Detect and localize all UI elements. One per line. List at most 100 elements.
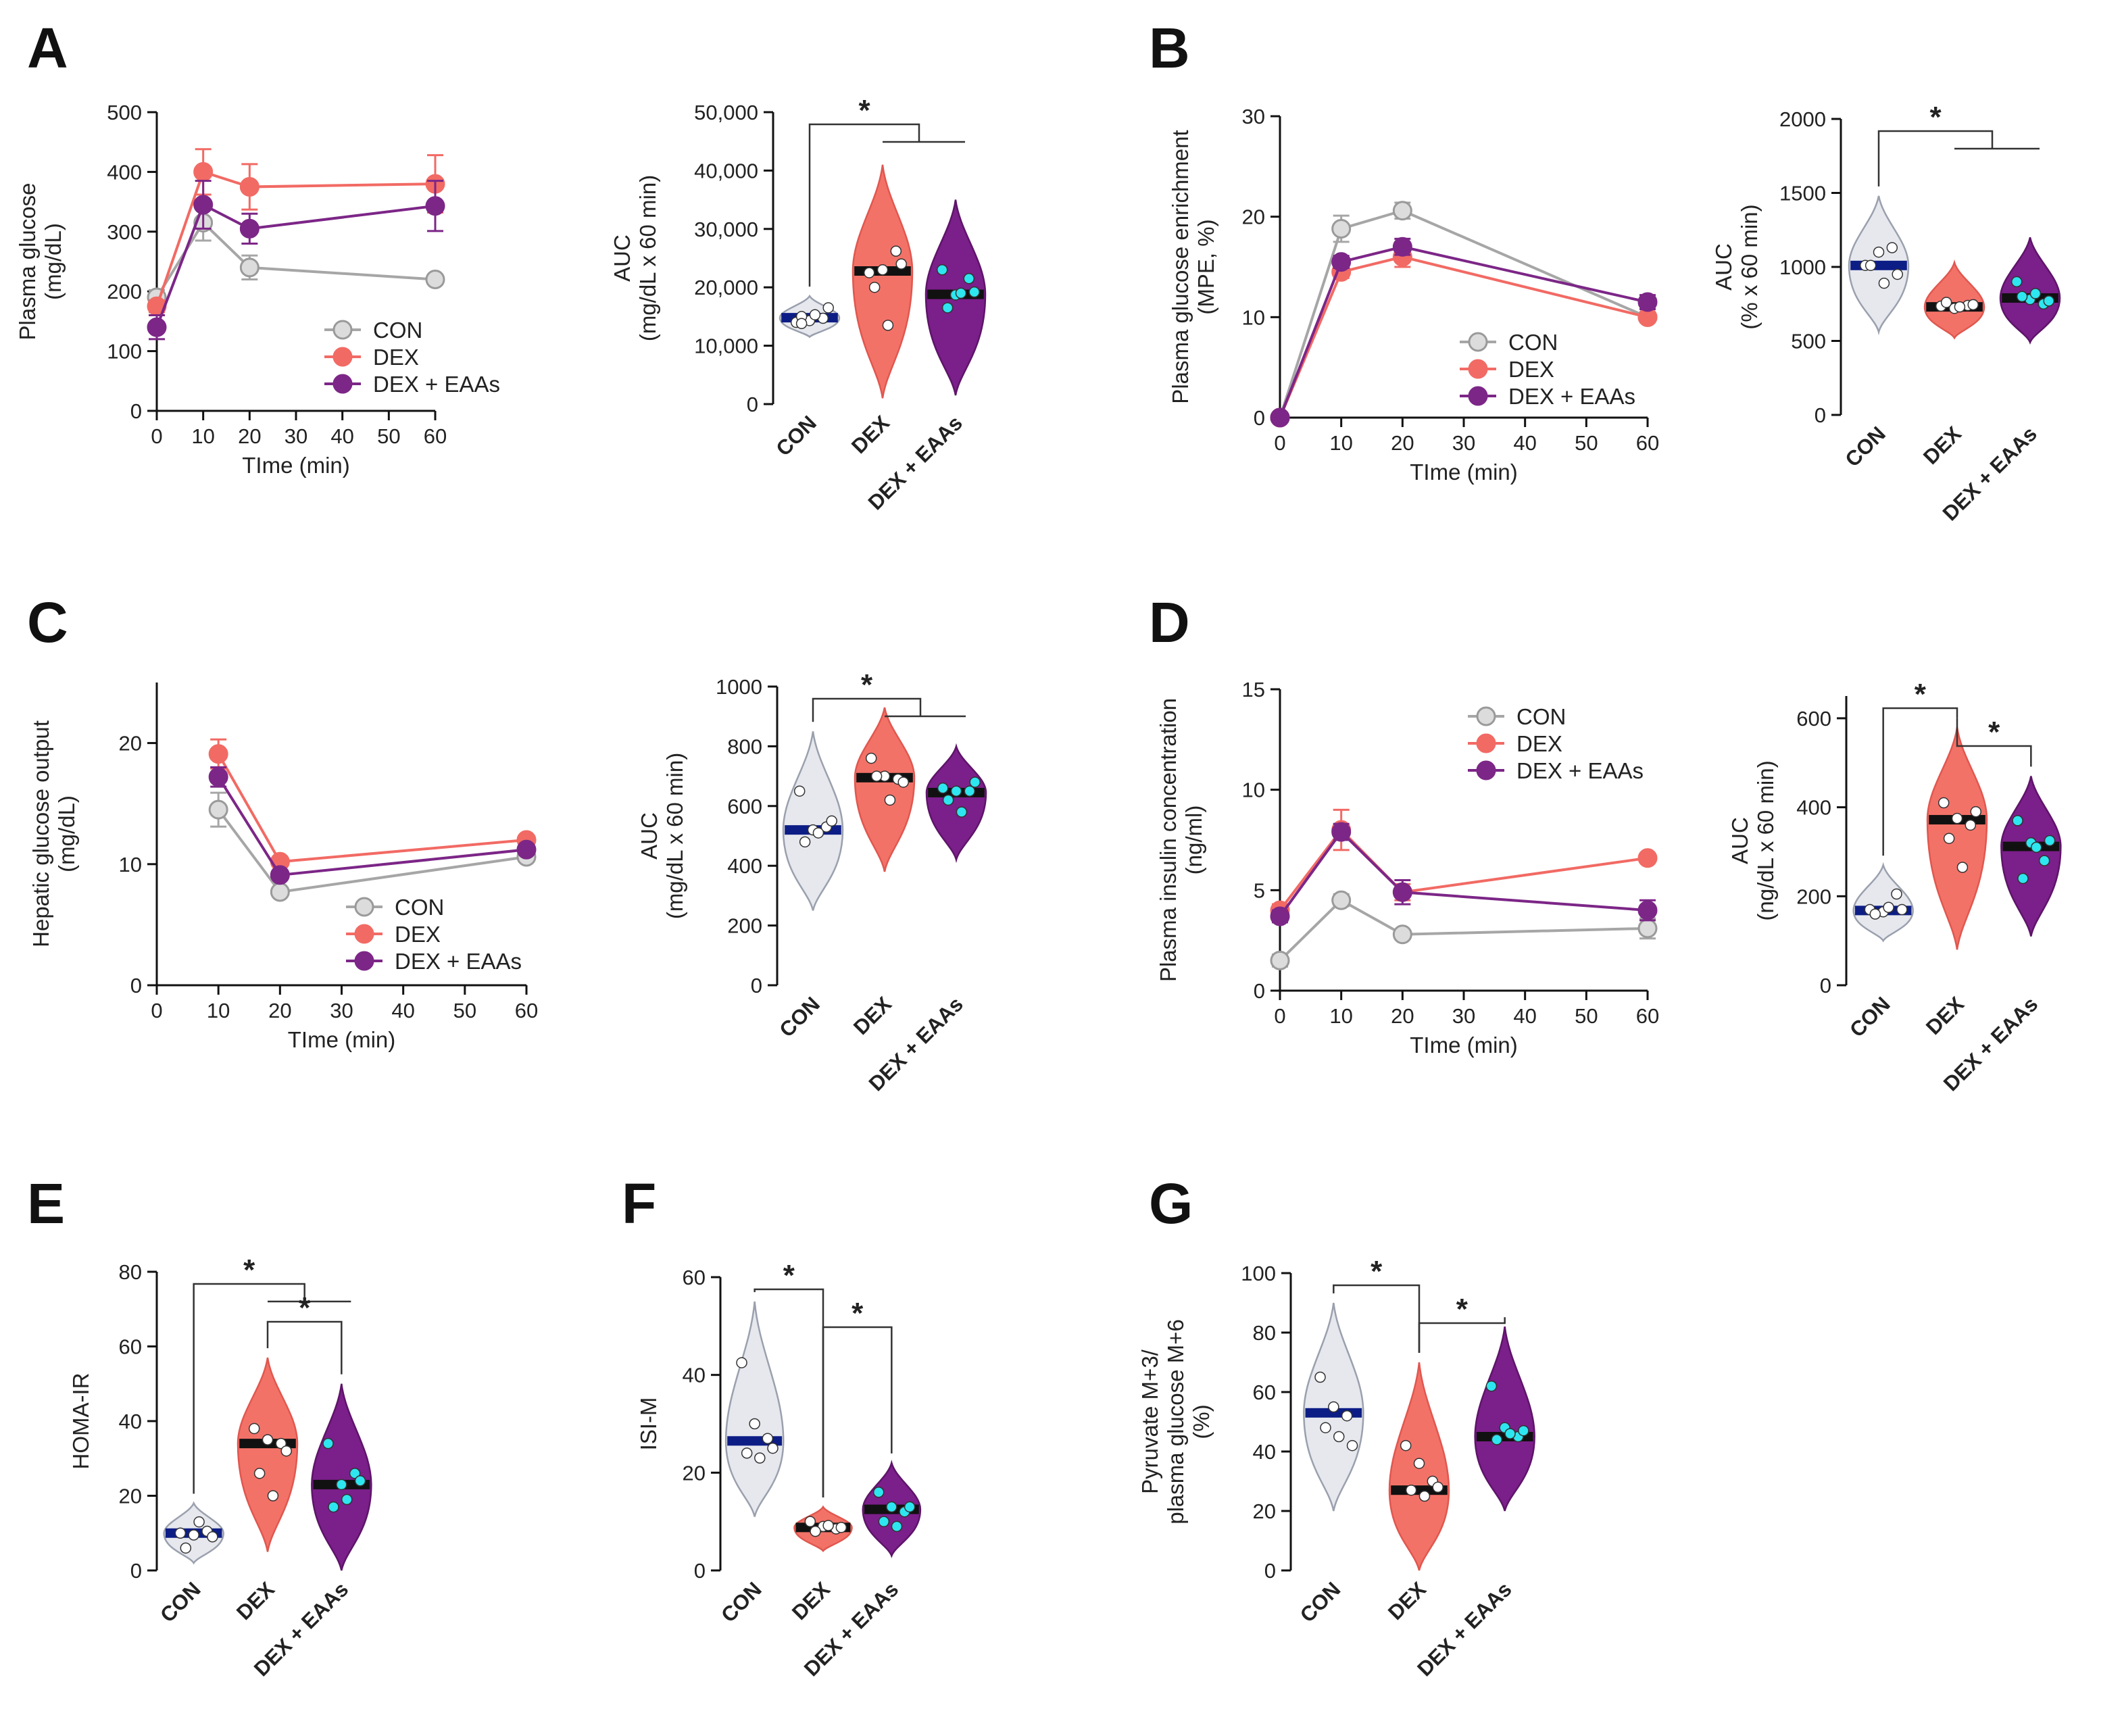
- data-point: [1956, 862, 1969, 873]
- category-label: DEX: [847, 411, 894, 458]
- data-point: [349, 1468, 361, 1479]
- data-point: [950, 785, 962, 797]
- significance-bracket: [1333, 1284, 1421, 1353]
- y-tick-label: 600: [1796, 707, 1831, 730]
- y-axis-title-line: (mg/dL x 60 min): [662, 753, 687, 919]
- y-axis-title-line: Plasma glucose: [15, 183, 40, 341]
- x-tick-label: 30: [285, 424, 307, 448]
- data-point: [895, 258, 907, 270]
- x-tick-label: 60: [515, 999, 538, 1022]
- data-point: [1869, 908, 1881, 920]
- y-tick-label: 15: [1242, 678, 1265, 701]
- data-point: [267, 1490, 279, 1502]
- data-point: [754, 1452, 766, 1464]
- data-point: [1331, 822, 1352, 842]
- category-label: DEX: [1921, 992, 1969, 1039]
- data-point: [890, 245, 902, 257]
- line-chart-C: 0 10 20 Hepatic glucose output (mg/dL) 0 10 20 3…: [28, 683, 538, 1052]
- data-point: [1940, 297, 1952, 308]
- data-point: [1970, 805, 1981, 818]
- y-axis-title: Hepatic glucose output (mg/dL): [28, 720, 79, 947]
- y-tick-label: 0: [747, 393, 758, 416]
- data-point: [1392, 201, 1412, 221]
- y-tick-label: 0: [130, 1559, 142, 1583]
- data-point: [1331, 219, 1352, 239]
- data-point: [741, 1447, 753, 1459]
- data-point: [1418, 1490, 1431, 1502]
- legend-label: DEX + EAAs: [395, 949, 522, 974]
- data-point: [884, 794, 896, 806]
- data-point: [1491, 1434, 1503, 1445]
- y-axis-title-line: (MPE, %): [1193, 219, 1218, 314]
- data-point: [208, 799, 228, 820]
- violin-body: [1923, 259, 1985, 340]
- category-label: DEX: [1919, 422, 1966, 469]
- data-point: [793, 785, 806, 797]
- significance-bracket: [266, 1320, 343, 1374]
- x-axis-title: TIme (min): [1410, 460, 1518, 485]
- data-point: [1328, 1401, 1339, 1413]
- data-point: [180, 1542, 192, 1554]
- data-point: [878, 1516, 890, 1527]
- data-point: [1637, 918, 1658, 939]
- y-axis-title-line: (mg/dL): [41, 223, 66, 300]
- y-tick-label: 500: [1791, 330, 1826, 353]
- line-chart-A: 0 100 200 300 400 500 Plasma glucose (mg/dL) 0 10…: [15, 101, 500, 478]
- violin-body: [854, 707, 916, 872]
- x-tick-label: 50: [453, 999, 476, 1022]
- data-point: [188, 1529, 199, 1541]
- legend-label: DEX + EAAs: [1508, 384, 1635, 409]
- data-point: [336, 1479, 347, 1491]
- data-point: [795, 318, 808, 330]
- panel-letter-A: A: [27, 16, 68, 80]
- data-point: [341, 1493, 353, 1506]
- data-point: [270, 865, 290, 885]
- legend-label: CON: [1516, 704, 1566, 729]
- legend-label: CON: [373, 318, 422, 343]
- line-chart-B: 0 10 20 30 Plasma glucose enrichment (MPE, %)…: [1168, 105, 1659, 485]
- y-tick-label: 800: [727, 735, 762, 758]
- y-axis-title-line: HOMA-IR: [68, 1373, 93, 1470]
- violin-chart-C: 0 200 400 600 800 1000 AUC (mg/dL x 60 min) CON D…: [637, 668, 987, 1095]
- data-point: [1270, 906, 1290, 926]
- violin-body: [724, 1301, 785, 1517]
- legend-label: DEX: [1516, 731, 1562, 756]
- y-axis-title-line: ISI-M: [636, 1397, 661, 1451]
- significance-bracket: [1418, 1317, 1506, 1353]
- panel-letter-B: B: [1149, 16, 1190, 80]
- series-line: [1279, 245, 1648, 418]
- x-tick-label: 10: [191, 424, 214, 448]
- y-tick-label: 0: [1254, 979, 1265, 1003]
- y-tick-label: 100: [1241, 1262, 1276, 1285]
- violin-body: [311, 1383, 372, 1571]
- category-label: CON: [1845, 992, 1894, 1041]
- violin-body: [1926, 726, 1988, 950]
- legend-marker: [354, 897, 374, 917]
- violin-body: [1999, 237, 2061, 345]
- legend-marker: [1476, 760, 1496, 780]
- data-point: [865, 752, 877, 764]
- y-axis-title-line: (%): [1189, 1404, 1214, 1439]
- data-point: [1943, 833, 1955, 844]
- x-tick-label: 40: [1513, 1004, 1536, 1028]
- category-label: DEX: [232, 1577, 279, 1625]
- series-line: [155, 220, 436, 299]
- x-tick-label: 10: [207, 999, 230, 1022]
- significance-star: *: [1929, 101, 1942, 134]
- y-tick-label: 10: [119, 853, 142, 876]
- y-tick-label: 80: [119, 1260, 142, 1284]
- series-line: [155, 170, 436, 307]
- y-axis-title-line: (ng/dL x 60 min): [1753, 760, 1778, 920]
- data-point: [248, 1422, 260, 1435]
- data-point: [799, 836, 811, 848]
- data-point: [955, 287, 967, 299]
- y-tick-label: 400: [1796, 796, 1831, 820]
- x-tick-label: 50: [377, 424, 400, 448]
- data-point: [1392, 237, 1412, 257]
- data-point: [425, 270, 445, 290]
- data-point: [1341, 1410, 1353, 1422]
- data-point: [2043, 295, 2054, 307]
- x-tick-label: 30: [1452, 1004, 1475, 1028]
- data-point: [2012, 815, 2023, 826]
- legend-label: CON: [1508, 330, 1558, 355]
